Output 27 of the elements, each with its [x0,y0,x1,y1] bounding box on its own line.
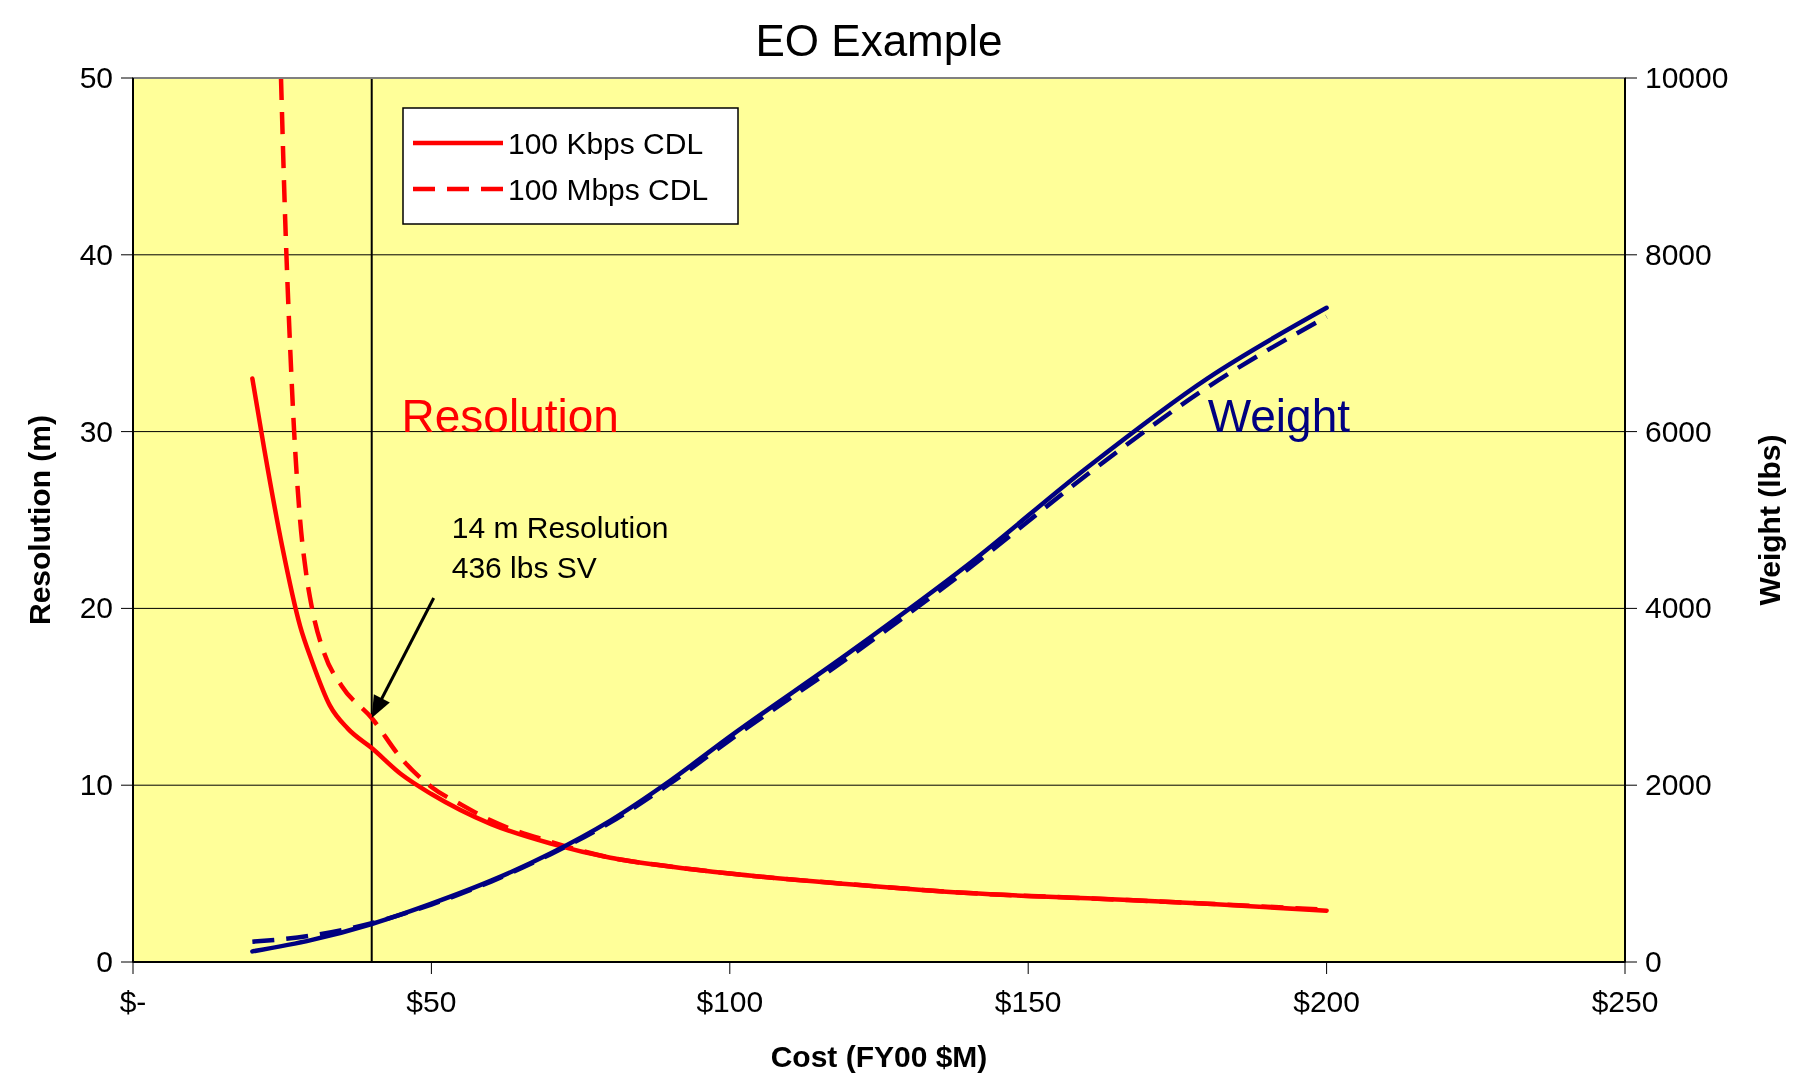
x-tick-label: $100 [696,985,764,1018]
y-axis-title: Resolution (m) [23,415,56,625]
y2-tick-label: 4000 [1645,591,1712,625]
annotation: Resolution [401,389,619,442]
y-tick-label: 0 [96,945,113,978]
x-axis-title: Cost (FY00 $M) [770,1040,988,1073]
y-tick-label: 40 [79,237,113,271]
x-tick-label: $150 [994,985,1062,1018]
legend-label: 100 Mbps CDL [508,173,709,206]
x-tick-label: $- [119,985,147,1018]
x-tick-label: $250 [1591,985,1659,1018]
y2-axis-title: Weight (lbs) [1753,434,1786,606]
y2-tick-label: 2000 [1645,768,1712,802]
y2-tick-label: 10000 [1645,61,1729,94]
y2-tick-label: 0 [1645,945,1662,978]
legend-label: 100 Kbps CDL [508,127,704,160]
annotation: 14 m Resolution 436 lbs SV [451,511,669,585]
y2-tick-label: 8000 [1645,237,1712,271]
y2-tick-label: 6000 [1645,414,1712,448]
x-tick-label: $50 [406,985,457,1018]
annotation: Weight [1207,389,1351,442]
y-tick-label: 10 [79,768,113,802]
y-tick-label: 20 [79,591,113,625]
x-tick-label: $200 [1293,985,1360,1018]
y-tick-label: 30 [79,414,113,448]
y-tick-label: 50 [79,61,113,94]
chart-title: EO Example [755,16,1003,65]
